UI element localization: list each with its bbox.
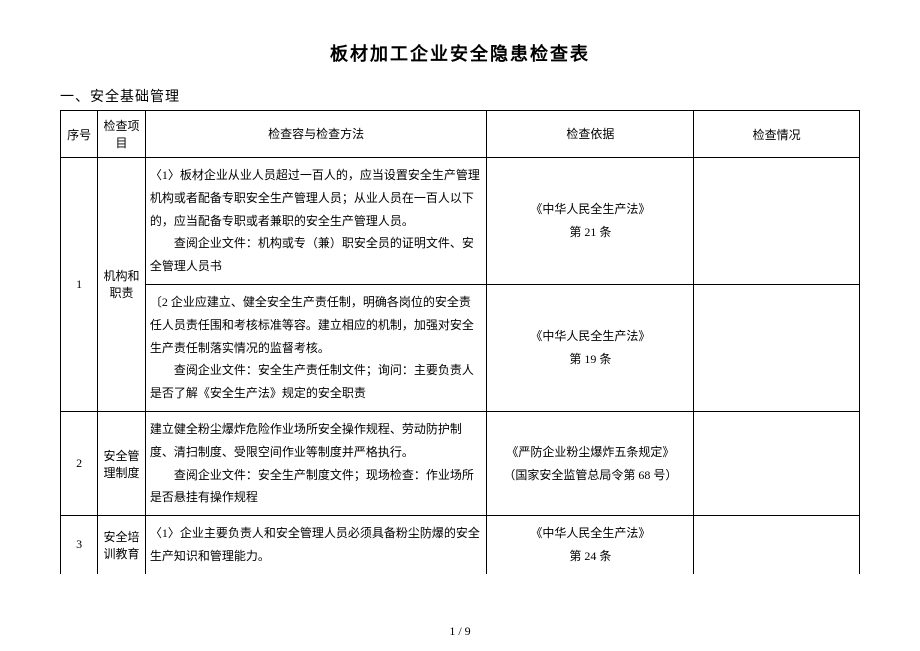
content-text: 〈1〉企业主要负责人和安全管理人员必须具备粉尘防爆的安全生产知识和管理能力。	[150, 526, 480, 563]
col-header-seq: 序号	[61, 111, 98, 158]
cell-basis: 《中华人民全生产法》 第 19 条	[487, 284, 694, 411]
content-text: 〔2 企业应建立、健全安全生产责任制，明确各岗位的安全责任人员责任围和考核标准等…	[150, 295, 474, 355]
col-header-basis: 检查依据	[487, 111, 694, 158]
content-sub: 查阅企业文件：机构或专（兼）职安全员的证明文件、安全管理人员书	[150, 236, 474, 273]
content-text: 建立健全粉尘爆炸危险作业场所安全操作规程、劳动防护制度、清扫制度、受限空间作业等…	[150, 422, 462, 459]
col-header-content: 检查容与检查方法	[145, 111, 487, 158]
cell-basis: 《中华人民全生产法》 第 21 条	[487, 158, 694, 285]
col-header-status: 检查情况	[694, 111, 860, 158]
content-sub: 查阅企业文件：安全生产责任制文件；询问：主要负责人是否了解《安全生产法》规定的安…	[150, 363, 474, 400]
col-header-item: 检查项目	[98, 111, 146, 158]
document-title: 板材加工企业安全隐患检查表	[60, 40, 860, 66]
cell-status	[694, 516, 860, 574]
cell-seq: 1	[61, 158, 98, 412]
content-sub: 查阅企业文件：安全生产制度文件；现场检查：作业场所是否悬挂有操作规程	[150, 468, 474, 505]
table-row: 3 安全培训教育 〈1〉企业主要负责人和安全管理人员必须具备粉尘防爆的安全生产知…	[61, 516, 860, 574]
table-row: 1 机构和职责 〈1〉板材企业从业人员超过一百人的，应当设置安全生产管理机构或者…	[61, 158, 860, 285]
cell-basis: 《中华人民全生产法》 第 24 条	[487, 516, 694, 574]
cell-seq: 3	[61, 516, 98, 574]
table-header-row: 序号 检查项目 检查容与检查方法 检查依据 检查情况	[61, 111, 860, 158]
section-header: 一、安全基础管理	[60, 86, 860, 106]
page-footer: 1 / 9	[0, 624, 920, 639]
cell-content: 〈1〉板材企业从业人员超过一百人的，应当设置安全生产管理机构或者配备专职安全生产…	[145, 158, 487, 285]
cell-seq: 2	[61, 411, 98, 515]
table-row: 〔2 企业应建立、健全安全生产责任制，明确各岗位的安全责任人员责任围和考核标准等…	[61, 284, 860, 411]
cell-content: 〈1〉企业主要负责人和安全管理人员必须具备粉尘防爆的安全生产知识和管理能力。	[145, 516, 487, 574]
table-row: 2 安全管理制度 建立健全粉尘爆炸危险作业场所安全操作规程、劳动防护制度、清扫制…	[61, 411, 860, 515]
cell-item: 安全培训教育	[98, 516, 146, 574]
cell-status	[694, 411, 860, 515]
inspection-table: 序号 检查项目 检查容与检查方法 检查依据 检查情况 1 机构和职责 〈1〉板材…	[60, 110, 860, 574]
content-text: 〈1〉板材企业从业人员超过一百人的，应当设置安全生产管理机构或者配备专职安全生产…	[150, 168, 480, 228]
cell-status	[694, 284, 860, 411]
cell-status	[694, 158, 860, 285]
cell-content: 〔2 企业应建立、健全安全生产责任制，明确各岗位的安全责任人员责任围和考核标准等…	[145, 284, 487, 411]
cell-basis: 《严防企业粉尘爆炸五条规定》 （国家安全监管总局令第 68 号）	[487, 411, 694, 515]
cell-content: 建立健全粉尘爆炸危险作业场所安全操作规程、劳动防护制度、清扫制度、受限空间作业等…	[145, 411, 487, 515]
cell-item: 安全管理制度	[98, 411, 146, 515]
cell-item: 机构和职责	[98, 158, 146, 412]
